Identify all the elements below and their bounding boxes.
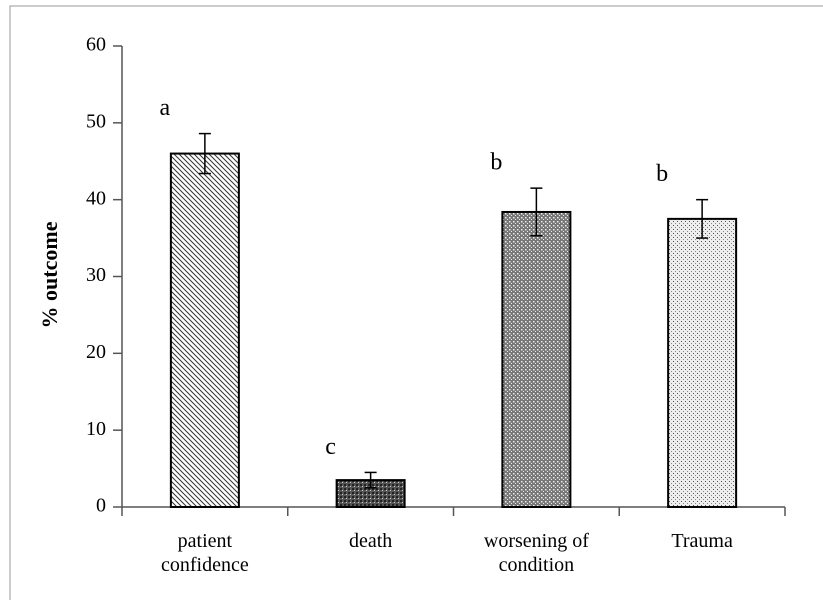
annotation: b xyxy=(656,161,668,187)
y-tick-label: 60 xyxy=(86,34,106,56)
x-tick-label: Trauma xyxy=(671,530,733,552)
y-tick-label: 40 xyxy=(86,187,106,209)
x-tick-label: worsening of condition xyxy=(483,530,589,576)
frame xyxy=(9,5,823,600)
y-tick-label: 50 xyxy=(86,110,106,132)
x-tick-label: patient confidence xyxy=(161,530,249,576)
y-tick-label: 10 xyxy=(86,418,106,440)
annotation: c xyxy=(325,434,336,460)
bar xyxy=(501,210,572,509)
y-tick-label: 20 xyxy=(86,341,106,363)
annotation: a xyxy=(160,95,171,121)
y-tick-label: 0 xyxy=(96,495,106,517)
y-axis-label: % outcome xyxy=(37,221,62,328)
bar xyxy=(667,217,738,508)
x-tick-label: death xyxy=(348,530,393,552)
annotation: b xyxy=(490,150,502,176)
y-tick-label: 30 xyxy=(86,264,106,286)
bar xyxy=(169,152,240,508)
